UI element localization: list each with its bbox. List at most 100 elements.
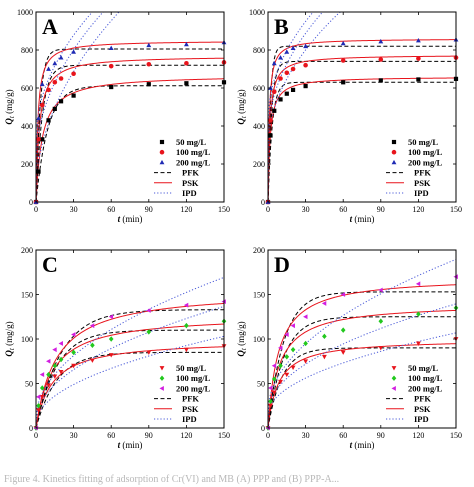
data-point-s1-10 xyxy=(416,77,421,82)
fit-psk-series-2 xyxy=(267,309,457,429)
fit-pfk-series-2 xyxy=(267,60,456,203)
legend-label: PFK xyxy=(414,168,431,178)
data-point-s1-2 xyxy=(268,403,273,409)
data-point-s1-6 xyxy=(290,365,296,370)
data-point-s1-11 xyxy=(183,347,189,353)
fit-pfk-series-3 xyxy=(35,309,224,429)
legend-marker xyxy=(159,375,165,381)
fit-pfk-series-1 xyxy=(35,85,224,203)
data-point-s2-6 xyxy=(58,76,64,81)
data-point-s2-8 xyxy=(90,342,95,348)
fit-psk-series-1 xyxy=(267,343,457,429)
y-tick-label: 200 xyxy=(253,246,265,255)
data-point-s1-5 xyxy=(52,374,58,379)
legend-label: 50 mg/L xyxy=(176,137,206,147)
data-point-s1-6 xyxy=(290,87,296,92)
data-point-s1-8 xyxy=(109,84,114,90)
fit-psk-series-3 xyxy=(35,302,225,429)
panel-letter: C xyxy=(42,252,58,277)
data-point-s1-2 xyxy=(36,408,41,413)
plot-frame xyxy=(267,11,457,203)
data-point-s1-8 xyxy=(321,354,327,360)
fit-psk-series-3 xyxy=(267,284,457,429)
y-axis-title: Qt (mg/g) xyxy=(236,321,248,356)
data-point-s1-7 xyxy=(303,84,308,89)
legend-marker xyxy=(391,139,397,145)
y-tick-label: 50 xyxy=(25,380,33,389)
data-point-s1-3 xyxy=(40,137,45,142)
data-point-s3-5 xyxy=(52,60,58,66)
x-tick-label: 60 xyxy=(339,431,347,440)
data-point-s2-9 xyxy=(146,61,152,67)
data-point-s1-4 xyxy=(46,383,51,388)
legend-marker xyxy=(159,385,164,391)
data-point-s3-6 xyxy=(290,323,295,329)
fit-ipd-series-3 xyxy=(35,11,224,203)
x-axis-title: t (min) xyxy=(118,440,143,450)
data-point-s1-9 xyxy=(340,350,346,355)
fit-pfk-series-1 xyxy=(267,81,456,203)
y-tick-label: 100 xyxy=(253,335,265,344)
fit-psk-series-2 xyxy=(267,55,457,203)
data-point-s2-7 xyxy=(303,62,308,68)
data-point-s2-10 xyxy=(416,56,421,61)
data-point-s1-5 xyxy=(284,372,290,378)
x-tick-label: 0 xyxy=(266,205,270,214)
data-point-s1-10 xyxy=(146,350,152,355)
data-point-s2-3 xyxy=(271,89,277,95)
x-tick-label: 120 xyxy=(180,205,192,214)
x-tick-label: 0 xyxy=(34,431,38,440)
data-point-s2-8 xyxy=(108,63,114,69)
data-point-s1-5 xyxy=(284,91,289,96)
fit-psk-series-3 xyxy=(267,39,457,203)
fit-pfk-series-2 xyxy=(35,329,224,429)
data-point-s3-4 xyxy=(278,345,283,351)
data-point-s2-9 xyxy=(340,327,346,333)
fit-ipd-series-2 xyxy=(267,303,457,429)
fit-pfk-series-2 xyxy=(267,316,456,429)
data-point-s2-11 xyxy=(184,322,189,329)
data-point-s3-8 xyxy=(89,323,95,329)
legend-label: PFK xyxy=(182,168,199,178)
data-point-s3-10 xyxy=(146,308,151,313)
data-point-s1-6 xyxy=(58,99,64,104)
y-tick-label: 0 xyxy=(29,198,33,207)
data-point-s1-5 xyxy=(52,106,57,111)
x-tick-label: 30 xyxy=(70,431,78,440)
fit-psk-series-1 xyxy=(267,77,457,203)
data-point-s1-4 xyxy=(278,97,283,102)
x-tick-label: 0 xyxy=(266,431,270,440)
data-point-s1-2 xyxy=(36,169,41,174)
data-point-s3-3 xyxy=(39,372,45,378)
legend-label: 50 mg/L xyxy=(176,363,206,373)
legend-label: 100 mg/L xyxy=(176,147,211,157)
legend-label: 50 mg/L xyxy=(408,137,438,147)
legend-marker xyxy=(391,366,397,371)
legend-label: PFK xyxy=(414,394,431,404)
data-point-s3-9 xyxy=(146,42,152,48)
data-point-s3-4 xyxy=(278,55,283,60)
y-tick-label: 800 xyxy=(21,46,33,55)
data-point-s3-3 xyxy=(271,363,277,369)
data-point-s3-4 xyxy=(46,358,51,364)
x-axis-title: t (min) xyxy=(350,440,375,450)
y-tick-label: 600 xyxy=(21,84,33,93)
legend-marker xyxy=(391,149,397,155)
y-tick-label: 0 xyxy=(261,424,265,433)
fit-psk-series-1 xyxy=(35,78,225,203)
legend-label: IPD xyxy=(414,188,429,198)
data-point-s3-8 xyxy=(340,40,346,46)
data-point-s2-8 xyxy=(322,333,327,340)
fit-pfk-series-3 xyxy=(35,48,224,203)
data-point-s2-5 xyxy=(52,80,58,85)
legend-marker xyxy=(391,159,397,165)
data-point-s2-6 xyxy=(58,356,64,363)
panel-letter: B xyxy=(274,14,289,39)
data-point-s1-9 xyxy=(108,353,114,358)
fit-pfk-series-2 xyxy=(35,64,224,203)
data-point-s3-9 xyxy=(378,38,384,44)
data-point-s3-2 xyxy=(36,115,41,121)
